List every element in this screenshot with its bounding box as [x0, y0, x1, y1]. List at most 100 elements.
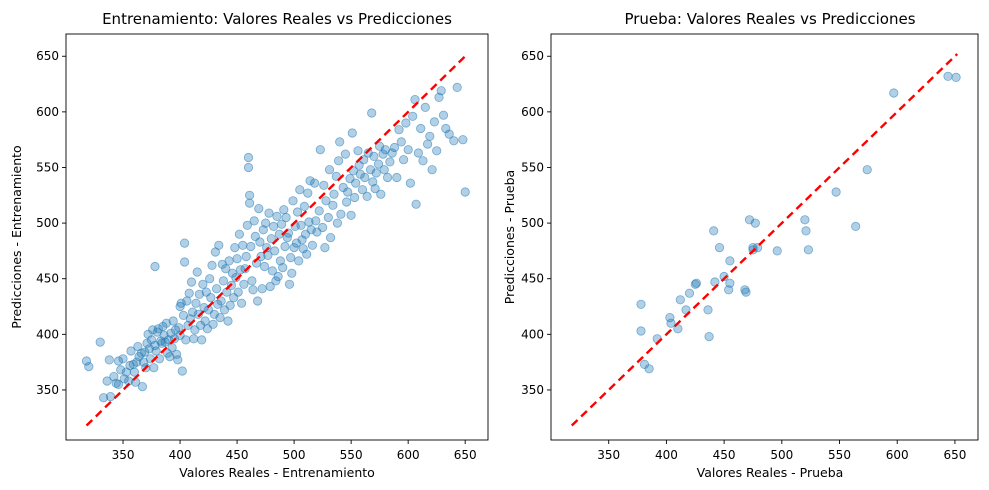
scatter-point: [398, 155, 409, 165]
scatter-point: [184, 288, 194, 298]
scatter-point: [268, 221, 279, 231]
scatter-point: [772, 246, 782, 256]
scatter-point: [432, 146, 442, 156]
scatter-point: [341, 197, 352, 207]
scatter-point: [104, 355, 114, 365]
scatter-point: [336, 209, 346, 219]
x-axis-ticks: 350 400 450 500 550 600 650: [597, 440, 966, 462]
scatter-point: [396, 137, 406, 147]
y-tick-label: 450: [521, 272, 544, 286]
y-axis-label: Predicciones - Entrenamiento: [9, 145, 24, 328]
scatter-point: [205, 274, 215, 284]
scatter-point: [387, 148, 397, 158]
scatter-point: [691, 278, 702, 288]
scatter-point: [434, 92, 444, 103]
scatter-point: [291, 238, 301, 248]
scatter-point: [951, 72, 961, 83]
scatter-point: [449, 136, 459, 146]
scatter-point: [113, 356, 124, 366]
scatter-point: [332, 218, 342, 228]
scatter-point: [232, 254, 242, 264]
scatter-point: [99, 393, 109, 403]
scatter-point: [258, 225, 268, 235]
scatter-point: [343, 187, 353, 197]
scatter-point: [365, 165, 376, 175]
scatter-point: [289, 243, 299, 253]
scatter-point: [150, 261, 160, 272]
scatter-point: [158, 321, 168, 332]
y-tick-label: 550: [36, 160, 59, 174]
scatter-point: [119, 374, 129, 384]
scatter-point: [266, 234, 276, 244]
scatter-point: [303, 188, 313, 198]
scatter-point: [105, 391, 116, 402]
scatter-point: [280, 241, 290, 252]
y-tick-label: 650: [521, 49, 544, 63]
scatter-point: [193, 309, 203, 319]
scatter-point: [684, 288, 695, 298]
scatter-point: [207, 260, 217, 270]
scatter-point: [262, 243, 272, 253]
scatter-point: [741, 287, 751, 297]
scatter-point: [275, 256, 285, 266]
scatter-point: [323, 212, 333, 223]
scatter-point: [174, 323, 184, 333]
scatter-point: [369, 151, 379, 161]
scatter-point: [272, 211, 282, 221]
scatter-point: [223, 316, 233, 326]
scatter-point: [725, 278, 735, 288]
scatter-point: [321, 196, 331, 206]
scatter-point: [427, 165, 437, 175]
plot-area: [65, 33, 489, 441]
scatter-point: [703, 305, 713, 315]
y-tick-label: 350: [36, 383, 59, 397]
scatter-point: [436, 86, 446, 96]
scatter-point: [140, 347, 150, 357]
scatter-point: [297, 235, 307, 245]
scatter-point: [264, 208, 274, 218]
scatter-point: [260, 218, 271, 228]
scatter-point: [719, 271, 729, 282]
scatter-point: [126, 346, 136, 356]
scatter-point: [182, 296, 192, 306]
scatter-point: [666, 318, 676, 328]
scatter-point: [240, 264, 250, 274]
scatter-point: [248, 285, 258, 295]
scatter-point: [346, 210, 356, 220]
scatter-point: [389, 142, 400, 153]
scatter-point: [161, 318, 171, 328]
scatter-point: [347, 128, 357, 138]
scatter-point: [444, 129, 454, 139]
y-axis-label: Predicciones - Prueba: [502, 170, 517, 304]
scatter-point: [225, 300, 235, 310]
scatter-point: [309, 178, 320, 188]
scatter-point: [636, 299, 646, 309]
scatter-point: [392, 172, 402, 183]
scatter-point: [208, 319, 218, 329]
scatter-point: [340, 149, 350, 159]
scatter-point: [271, 276, 281, 286]
scatter-point: [253, 296, 263, 306]
x-tick-label: 450: [226, 448, 249, 462]
scatter-point: [418, 156, 428, 166]
y-tick-label: 650: [36, 49, 59, 63]
scatter-point: [194, 289, 204, 299]
scatter-point: [298, 244, 308, 254]
scatter-point: [353, 146, 363, 156]
scatter-point: [230, 243, 240, 253]
scatter-point: [460, 187, 470, 197]
scatter-point: [265, 281, 275, 292]
scatter-point: [113, 379, 124, 389]
scatter-point: [403, 145, 413, 155]
scatter-point: [273, 271, 283, 282]
scatter-point: [286, 253, 296, 263]
scatter-point: [234, 229, 244, 239]
x-tick-label: 650: [454, 448, 477, 462]
scatter-point: [168, 316, 178, 326]
scatter-point: [81, 356, 92, 366]
scatter-point: [319, 180, 329, 190]
scatter-point: [325, 233, 336, 243]
plot-area: [550, 33, 979, 441]
y-tick-label: 550: [521, 160, 544, 174]
